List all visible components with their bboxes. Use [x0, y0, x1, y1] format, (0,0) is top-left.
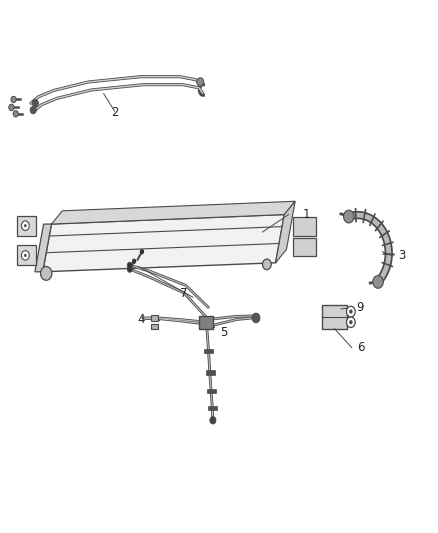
Bar — [151, 316, 158, 320]
Circle shape — [346, 306, 355, 317]
Circle shape — [24, 254, 27, 257]
Text: 5: 5 — [220, 326, 227, 340]
Polygon shape — [293, 217, 316, 236]
Text: 6: 6 — [357, 341, 364, 354]
Circle shape — [41, 266, 52, 280]
Polygon shape — [51, 201, 295, 224]
Circle shape — [13, 111, 18, 117]
Circle shape — [9, 104, 14, 111]
Circle shape — [343, 210, 354, 223]
Circle shape — [262, 259, 271, 270]
Polygon shape — [35, 224, 51, 272]
Polygon shape — [17, 245, 36, 265]
Polygon shape — [276, 201, 295, 263]
Text: 1: 1 — [302, 208, 310, 221]
Polygon shape — [322, 305, 347, 328]
FancyBboxPatch shape — [199, 316, 213, 328]
Polygon shape — [207, 389, 216, 393]
Circle shape — [346, 317, 355, 327]
Circle shape — [349, 310, 353, 314]
Circle shape — [132, 259, 136, 264]
Circle shape — [140, 249, 144, 254]
Text: 7: 7 — [180, 287, 188, 300]
Text: 9: 9 — [357, 301, 364, 314]
Circle shape — [197, 78, 204, 86]
Circle shape — [252, 313, 260, 322]
Circle shape — [373, 276, 383, 288]
Circle shape — [21, 251, 29, 260]
Text: 3: 3 — [398, 249, 406, 262]
Circle shape — [127, 266, 132, 272]
Circle shape — [349, 320, 353, 324]
Circle shape — [21, 221, 29, 230]
Polygon shape — [208, 406, 217, 410]
Polygon shape — [204, 349, 213, 353]
Circle shape — [210, 417, 216, 424]
Polygon shape — [206, 370, 215, 375]
Circle shape — [127, 262, 132, 269]
Polygon shape — [43, 215, 284, 272]
Circle shape — [11, 96, 16, 103]
Polygon shape — [293, 238, 316, 256]
Polygon shape — [17, 216, 36, 236]
Circle shape — [30, 107, 36, 114]
Text: 2: 2 — [111, 106, 118, 119]
Circle shape — [24, 224, 27, 227]
Text: 4: 4 — [137, 313, 145, 326]
Circle shape — [32, 100, 39, 107]
Bar — [151, 324, 158, 329]
